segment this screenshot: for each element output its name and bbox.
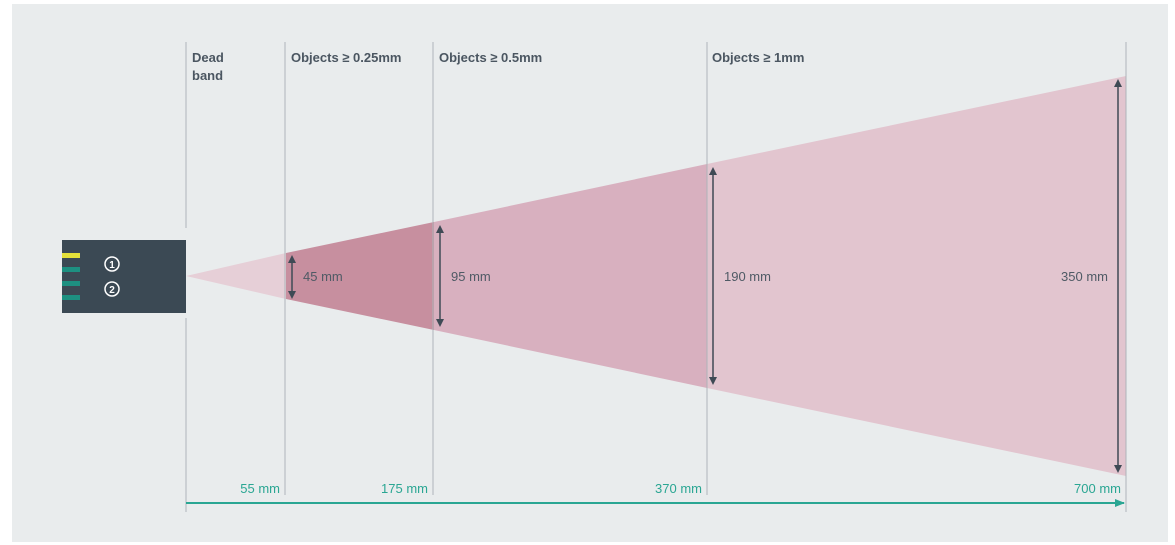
zone-label-dead-band-line1: Dead [192,50,224,65]
distance-label-700mm: 700 mm [1074,481,1121,496]
led-teal-2 [62,281,80,286]
beam-dead-band [186,253,286,299]
beam-zone-025 [286,222,434,330]
zone-label-1mm: Objects ≥ 1mm [712,50,804,65]
span-label-190mm: 190 mm [724,269,771,284]
span-label-95mm: 95 mm [451,269,491,284]
span-label-45mm: 45 mm [303,269,343,284]
span-arrow-45 [288,255,296,299]
zone-label-05mm: Objects ≥ 0.5mm [439,50,542,65]
distance-label-55mm: 55 mm [240,481,280,496]
indicator-2-number: 2 [109,285,115,296]
span-arrow-95 [436,225,444,327]
sensor-device: 1 2 [62,240,186,313]
led-teal-3 [62,295,80,300]
span-label-350mm: 350 mm [1061,269,1108,284]
span-arrow-350 [1114,79,1122,473]
zone-label-025mm: Objects ≥ 0.25mm [291,50,401,65]
sensor-body [62,240,186,313]
distance-label-370mm: 370 mm [655,481,702,496]
indicator-2-icon [104,281,120,297]
span-arrow-190 [709,167,717,385]
beam-zone-1 [707,76,1126,476]
led-teal-1 [62,267,80,272]
led-yellow [62,253,80,258]
indicator-1-number: 1 [109,260,115,271]
indicator-1-icon [104,256,120,272]
beam-zone-05 [434,164,707,388]
zone-label-dead-band-line2: band [192,68,223,83]
distance-label-175mm: 175 mm [381,481,428,496]
